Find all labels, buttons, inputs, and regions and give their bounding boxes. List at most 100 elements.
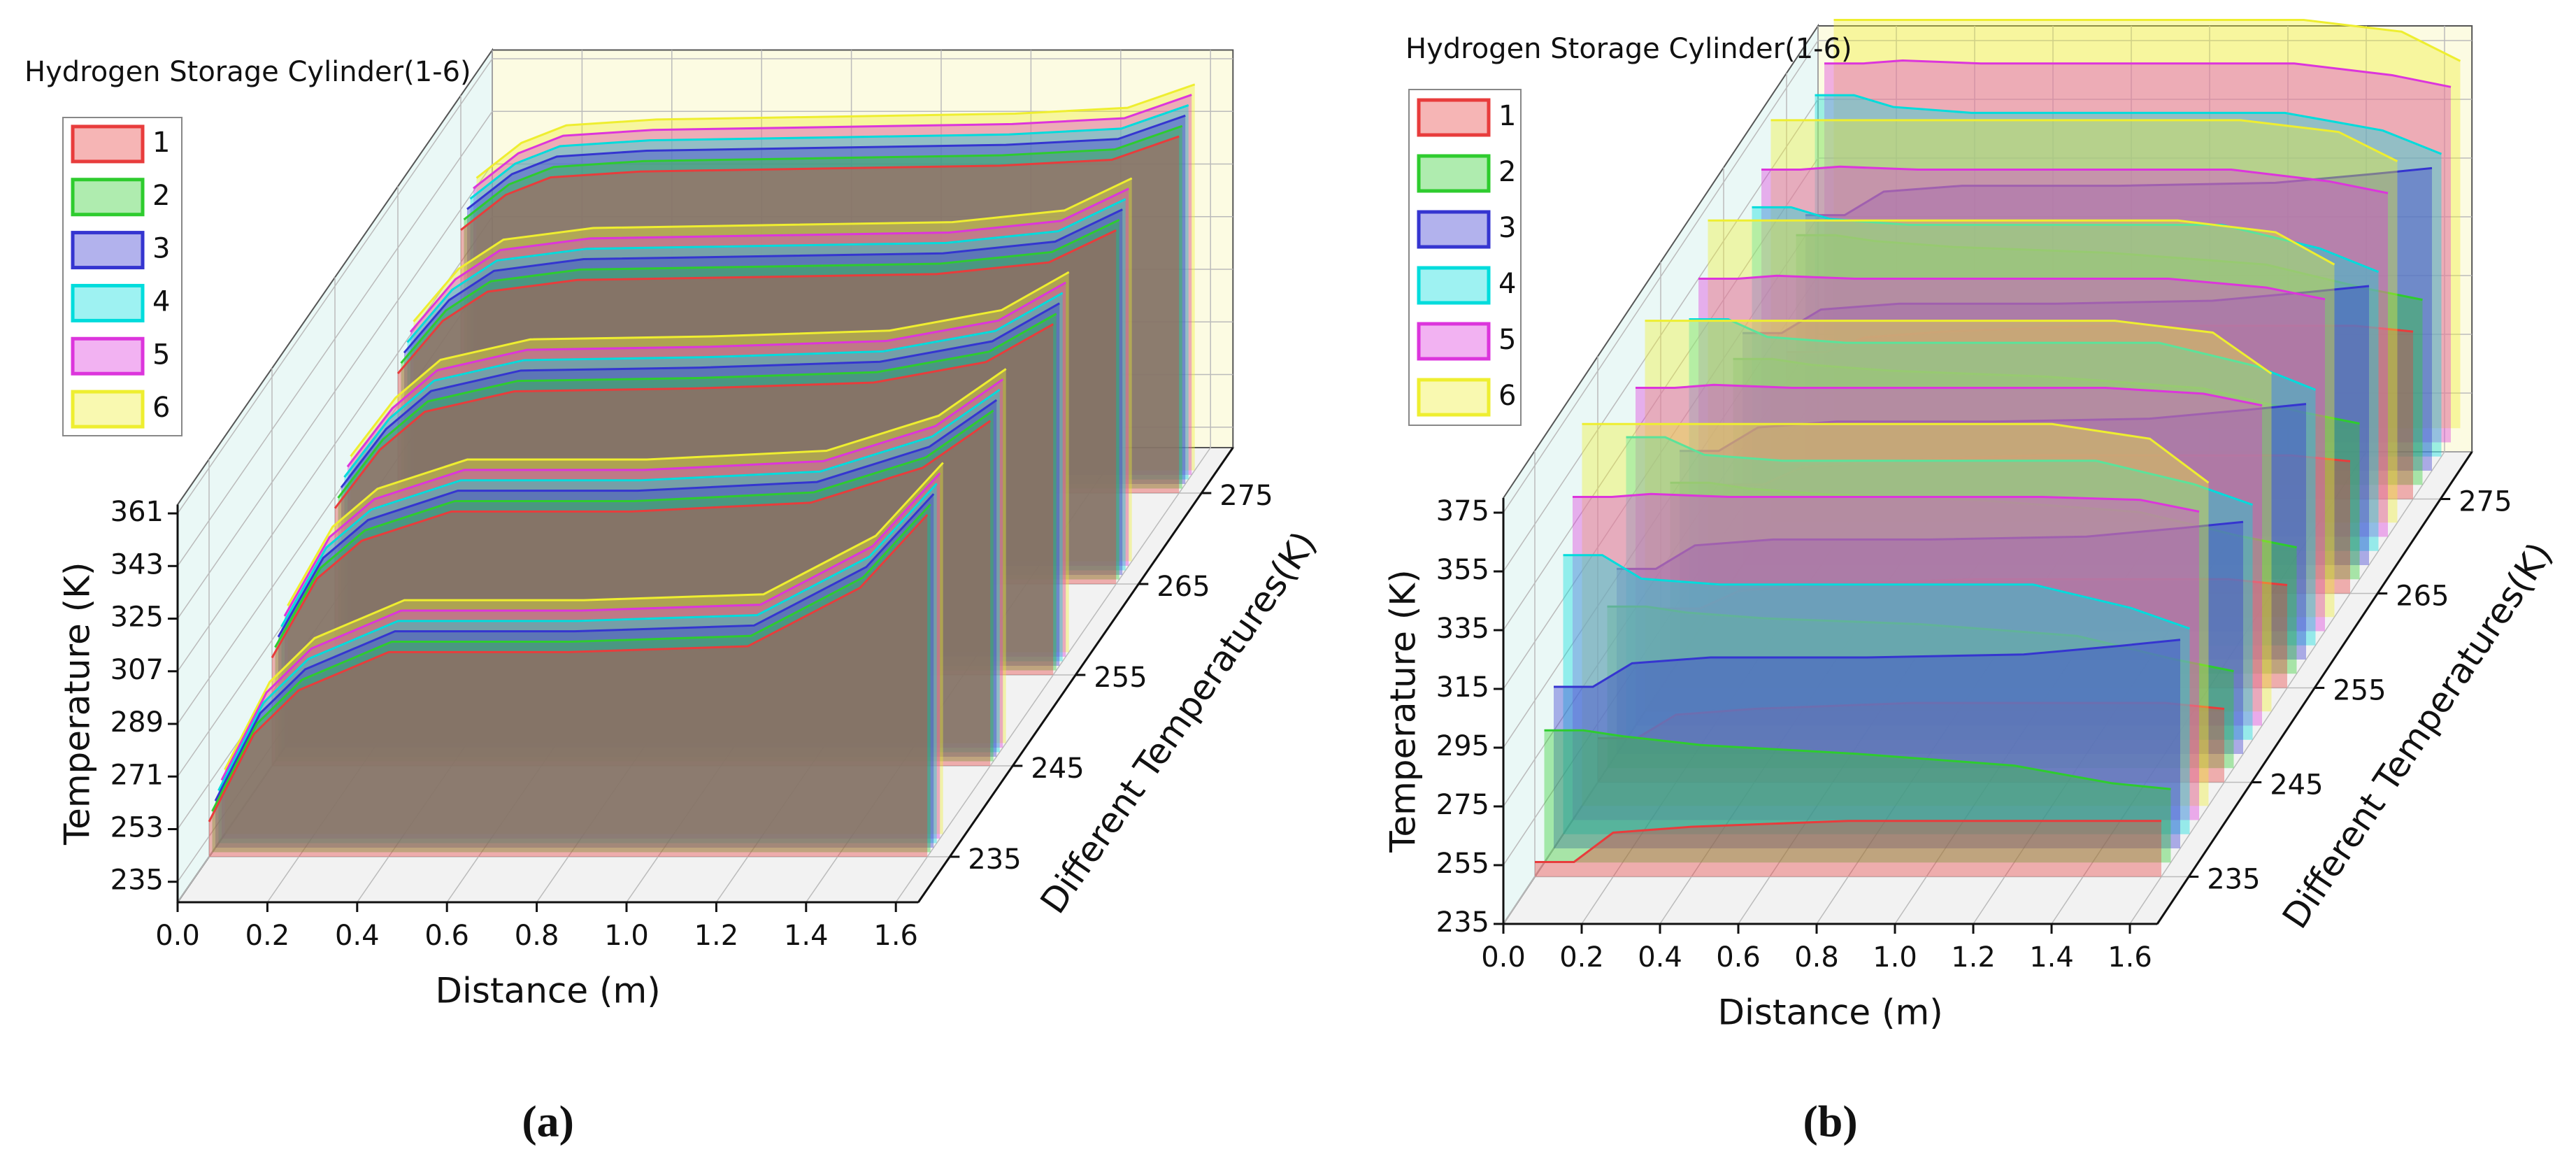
series-area — [407, 199, 1126, 571]
series-area — [410, 188, 1129, 566]
series-line — [473, 94, 1192, 190]
x-tick-label: 0.4 — [335, 920, 380, 952]
x-tick-label: 1.2 — [694, 920, 739, 952]
x-axis-label: Distance (m) — [1717, 992, 1942, 1033]
series-line — [1607, 605, 2234, 673]
x-tick-label: 1.4 — [784, 920, 829, 952]
series-line — [1698, 274, 2326, 301]
y-tick-label: 325 — [110, 601, 164, 634]
series-line — [214, 493, 935, 802]
series-area — [401, 220, 1119, 580]
legend-title: Hydrogen Storage Cylinder(1-6) — [24, 56, 471, 88]
series-line — [413, 177, 1133, 322]
series-area — [224, 462, 943, 834]
legend-swatch — [1417, 378, 1491, 417]
series-line — [346, 281, 1066, 468]
y-tick-label: 255 — [1436, 848, 1489, 880]
series-area — [1708, 220, 2335, 618]
series-line — [211, 504, 931, 812]
series-area — [1752, 207, 2379, 551]
legend-swatch — [71, 124, 145, 164]
x-tick-label: 1.0 — [1873, 941, 1917, 974]
series-line — [220, 472, 941, 781]
series-area — [467, 115, 1186, 484]
series-area — [1661, 579, 2287, 688]
series-line — [287, 368, 1007, 606]
legend-label: 5 — [1498, 324, 1516, 356]
y-tick-label: 271 — [110, 759, 164, 791]
series-area — [473, 94, 1192, 476]
x-tick-label: 0.8 — [515, 920, 559, 952]
series-line — [350, 271, 1070, 457]
series-area — [1824, 60, 2451, 443]
x-tick-label: 0.0 — [1481, 941, 1526, 974]
y-tick-label: 375 — [1436, 495, 1489, 527]
series-line — [208, 513, 929, 822]
legend-frame — [62, 117, 183, 436]
series-line — [337, 313, 1057, 499]
y-tick-label: 235 — [110, 864, 164, 897]
series-line — [274, 409, 994, 648]
series-line — [1617, 520, 2244, 570]
legend-label: 1 — [152, 127, 170, 159]
series-area — [1554, 639, 2180, 848]
z-tick-label: 265 — [1157, 571, 1210, 603]
series-area — [404, 209, 1123, 575]
legend-swatch — [71, 390, 145, 429]
x-tick-label: 1.4 — [2029, 941, 2074, 974]
series-line — [224, 462, 944, 771]
series-area — [341, 303, 1060, 666]
series-area — [212, 504, 931, 853]
series-area — [470, 105, 1189, 480]
x-tick-label: 1.0 — [604, 920, 649, 952]
series-area — [1607, 606, 2234, 769]
series-area — [278, 400, 997, 757]
series-area — [348, 282, 1066, 657]
y-tick-label: 289 — [110, 706, 164, 739]
series-line — [466, 114, 1186, 211]
series-line — [1680, 403, 2307, 453]
series-area — [1724, 455, 2350, 594]
y-tick-label: 361 — [110, 496, 164, 528]
y-tick-label: 315 — [1436, 671, 1489, 704]
series-line — [400, 219, 1120, 364]
x-axis-label: Distance (m) — [436, 971, 661, 1011]
series-line — [1573, 492, 2200, 513]
series-area — [1805, 168, 2432, 471]
series-area — [218, 483, 937, 843]
legend-swatch — [1417, 210, 1491, 249]
series-line — [1724, 454, 2351, 486]
series-line — [334, 323, 1054, 509]
series-line — [1815, 94, 2442, 155]
x-tick-label: 0.4 — [1638, 941, 1682, 974]
series-line — [1796, 234, 2423, 301]
series-area — [1544, 730, 2171, 863]
series-area — [272, 420, 991, 766]
series-line — [1761, 165, 2389, 194]
legend-frame — [1408, 89, 1522, 426]
legend-label: 4 — [152, 285, 170, 318]
y-tick-label: 307 — [110, 654, 164, 686]
series-line — [1598, 701, 2225, 739]
series-line — [1554, 639, 2181, 688]
series-line — [1708, 219, 2335, 266]
x-tick-label: 1.2 — [1951, 941, 1996, 974]
legend-label: 5 — [152, 339, 170, 371]
series-line — [1544, 729, 2171, 790]
y-tick-label: 343 — [110, 548, 164, 581]
series-line — [283, 378, 1004, 617]
legend-swatch — [71, 336, 145, 376]
z-tick-label: 265 — [2396, 581, 2449, 613]
series-line — [1787, 325, 2414, 353]
series-area — [1698, 276, 2325, 632]
series-area — [1761, 166, 2388, 537]
series-line — [1645, 320, 2273, 375]
x-tick-label: 0.6 — [424, 920, 469, 952]
series-line — [1824, 59, 2452, 88]
series-area — [275, 410, 994, 762]
series-area — [1563, 555, 2190, 834]
series-line — [271, 420, 992, 659]
x-tick-label: 1.6 — [2108, 941, 2152, 974]
series-area — [287, 369, 1006, 743]
